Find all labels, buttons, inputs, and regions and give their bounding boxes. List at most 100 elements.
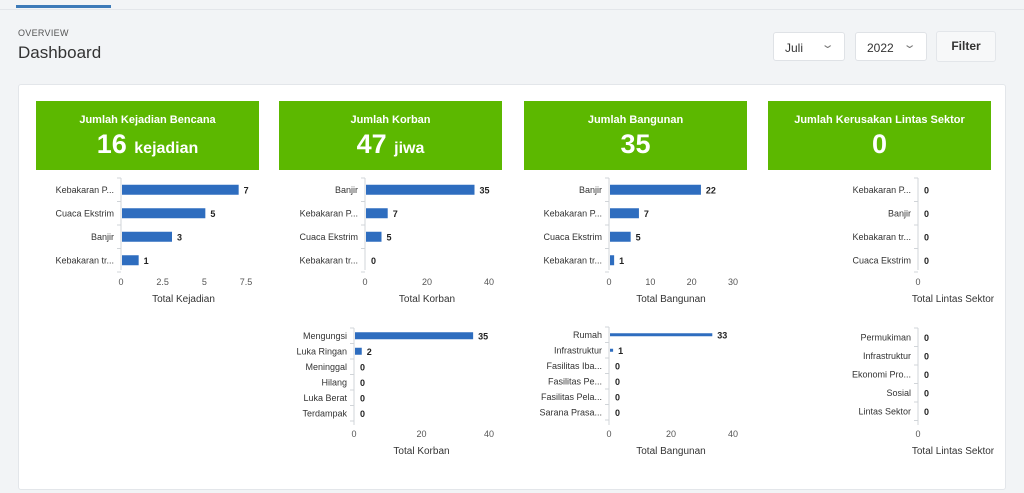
chevron-down-icon: ⌄	[820, 39, 835, 51]
x-axis-title: Total Bangunan	[636, 446, 706, 457]
category-label: Cuaca Ekstrim	[543, 232, 602, 242]
active-tab-indicator[interactable]	[16, 5, 111, 8]
kpi-unit: jiwa	[394, 140, 425, 157]
month-select[interactable]: Juli ⌄	[773, 32, 845, 61]
chevron-down-icon: ⌄	[902, 39, 917, 51]
kpi-value-line: 16 kejadian	[36, 129, 259, 160]
x-tick-label: 40	[484, 277, 494, 287]
category-label: Hilang	[321, 377, 347, 387]
bar[interactable]	[355, 332, 474, 340]
value-label: 0	[360, 378, 365, 388]
bar[interactable]	[610, 231, 631, 242]
x-tick-label: 0	[351, 429, 356, 439]
value-label: 5	[636, 232, 641, 242]
category-label: Banjir	[579, 185, 602, 195]
value-label: 0	[371, 256, 376, 266]
bar[interactable]	[610, 255, 615, 266]
x-tick-label: 7.5	[240, 277, 253, 287]
kpi-value-line: 35	[524, 129, 747, 160]
kpi-value: 0	[871, 129, 888, 159]
bar[interactable]	[610, 184, 701, 195]
bar[interactable]	[122, 184, 239, 195]
category-label: Kebakaran P...	[56, 185, 114, 195]
kpi-korban: Jumlah Korban 47 jiwa	[279, 101, 502, 170]
x-tick-label: 5	[202, 277, 207, 287]
category-label: Fasilitas Iba...	[546, 361, 602, 371]
kpi-value-line: 47 jiwa	[279, 129, 502, 160]
x-tick-label: 30	[728, 277, 738, 287]
value-label: 0	[924, 209, 929, 219]
kpi-bangunan: Jumlah Bangunan 35	[524, 101, 747, 170]
kpi-title: Jumlah Bangunan	[587, 114, 684, 126]
page-eyebrow: OVERVIEW	[18, 28, 69, 38]
month-select-value: Juli	[785, 41, 804, 55]
value-label: 0	[924, 370, 929, 380]
value-label: 0	[615, 377, 620, 387]
year-select[interactable]: 2022 ⌄	[855, 32, 927, 61]
x-axis-title: Total Lintas Sektor	[912, 446, 995, 457]
category-label: Sarana Prasa...	[539, 407, 602, 417]
value-label: 2	[367, 347, 372, 357]
category-label: Meninggal	[305, 362, 347, 372]
page-title: Dashboard	[18, 43, 102, 62]
lintas-sektor-by-category-chart: Permukiman 0 Infrastruktur 0 Ekonomi Pro... 0…	[852, 327, 995, 457]
category-label: Kebakaran P...	[544, 208, 602, 218]
kejadian-by-type-chart: Kebakaran P... 7 Cuaca Ekstrim 5 Banjir 3 Keba…	[55, 177, 253, 305]
x-tick-label: 40	[728, 429, 738, 439]
bar[interactable]	[122, 208, 206, 219]
kpi-unit: kejadian	[134, 140, 199, 157]
bar[interactable]	[610, 208, 639, 219]
value-label: 0	[615, 361, 620, 371]
value-label: 33	[717, 330, 727, 340]
x-axis-title: Total Korban	[393, 446, 449, 457]
value-label: 0	[924, 256, 929, 266]
kpi-lintas-sektor: Jumlah Kerusakan Lintas Sektor 0	[768, 101, 991, 170]
year-select-value: 2022	[867, 41, 894, 55]
top-tab-strip	[0, 0, 1024, 10]
bar[interactable]	[366, 208, 388, 219]
x-tick-label: 2.5	[156, 277, 169, 287]
category-label: Luka Berat	[303, 393, 347, 403]
value-label: 0	[924, 388, 929, 398]
value-label: 0	[615, 392, 620, 402]
category-label: Kebakaran P...	[853, 185, 911, 195]
category-label: Kebakaran tr...	[55, 255, 114, 265]
bar[interactable]	[355, 347, 362, 355]
value-label: 0	[360, 393, 365, 403]
x-tick-label: 0	[118, 277, 123, 287]
category-label: Banjir	[335, 185, 358, 195]
bar[interactable]	[122, 231, 172, 242]
value-label: 3	[177, 232, 182, 242]
bar[interactable]	[122, 255, 139, 266]
kpi-value: 16	[96, 129, 127, 159]
x-tick-label: 40	[484, 429, 494, 439]
x-tick-label: 0	[362, 277, 367, 287]
korban-by-category-chart: Mengungsi 35 Luka Ringan 2 Meninggal 0 Hilang 0…	[296, 327, 494, 457]
x-tick-label: 20	[422, 277, 432, 287]
value-label: 0	[924, 232, 929, 242]
value-label: 0	[924, 407, 929, 417]
bar[interactable]	[366, 231, 382, 242]
value-label: 1	[619, 256, 624, 266]
category-label: Sosial	[886, 388, 911, 398]
bar[interactable]	[610, 348, 614, 352]
value-label: 0	[615, 408, 620, 418]
x-tick-label: 20	[687, 277, 697, 287]
x-axis-title: Total Lintas Sektor	[912, 294, 995, 305]
x-tick-label: 0	[915, 429, 920, 439]
category-label: Rumah	[573, 330, 602, 340]
x-tick-label: 10	[645, 277, 655, 287]
filter-button[interactable]: Filter	[936, 31, 996, 62]
category-label: Luka Ringan	[296, 346, 347, 356]
x-tick-label: 20	[666, 429, 676, 439]
category-label: Infrastruktur	[863, 351, 911, 361]
category-label: Terdampak	[302, 408, 347, 418]
bar[interactable]	[366, 184, 475, 195]
value-label: 7	[644, 209, 649, 219]
bar[interactable]	[610, 333, 713, 337]
bangunan-by-type-chart: Banjir 22 Kebakaran P... 7 Cuaca Ekstrim 5 Keb…	[543, 177, 738, 305]
value-label: 7	[393, 209, 398, 219]
category-label: Ekonomi Pro...	[852, 369, 911, 379]
category-label: Infrastruktur	[554, 345, 602, 355]
kpi-kejadian-bencana: Jumlah Kejadian Bencana 16 kejadian	[36, 101, 259, 170]
